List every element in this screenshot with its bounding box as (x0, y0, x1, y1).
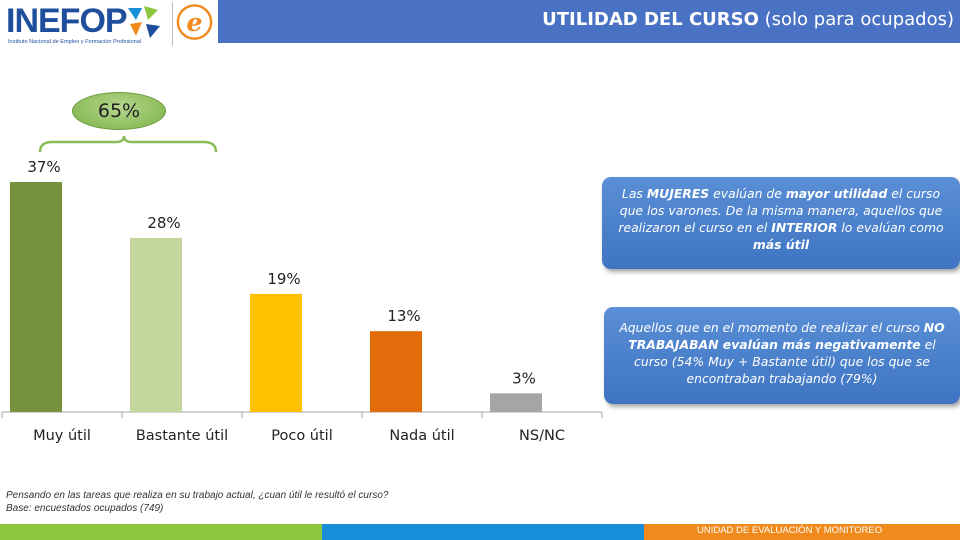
category-label: Poco útil (271, 428, 332, 444)
bar-ns-nc (490, 393, 542, 412)
bar-muy-útil (10, 182, 62, 412)
logo-wordmark: INEFOP (6, 2, 128, 40)
bar-value-label: 13% (387, 307, 420, 325)
header-bar: UTILIDAD DEL CURSO (solo para ocupados) (218, 0, 960, 43)
footer-stripe-orange (644, 524, 960, 540)
logo-flower-icon (128, 6, 160, 38)
callout-women-interior: Las MUJERES evalúan de mayor utilidad el… (602, 177, 960, 269)
footnote: Pensando en las tareas que realiza en su… (6, 489, 388, 515)
logo-subtitle: Instituto Nacional de Empleo y Formación… (8, 39, 142, 45)
bracket-brace (38, 135, 218, 153)
callout-2-text-1: Aquellos que en el momento de realizar e… (619, 320, 924, 335)
category-label: Muy útil (33, 428, 91, 444)
callout-1-text-3: el curso que los varones. De la misma ma… (618, 186, 943, 235)
footer-stripe-green (0, 524, 322, 540)
callout-1-bold-2: mayor utilidad (785, 186, 888, 201)
callout-2-text-2: el curso (54% Muy + Bastante útil) que l… (634, 337, 936, 386)
svg-text:e: e (186, 7, 202, 37)
page-title-rest: (solo para ocupados) (758, 9, 954, 30)
bar-value-label: 37% (27, 158, 60, 176)
callout-2-bold-1: NO TRABAJABAN evalúan más negativamente (628, 320, 945, 352)
bar-bastante-útil (130, 237, 182, 412)
footnote-question: Pensando en las tareas que realiza en su… (6, 490, 389, 501)
e-logo-icon: e (172, 2, 213, 46)
callout-not-working: Aquellos que en el momento de realizar e… (604, 307, 960, 404)
callout-1-bold-4: más útil (752, 237, 810, 252)
bar-poco-útil (250, 293, 302, 412)
footnote-base: Base: encuestados ocupados (749) (6, 503, 164, 514)
footer-stripe-blue (322, 524, 644, 540)
callout-1-text-2: evalúan de (709, 186, 786, 201)
bar-value-label: 19% (267, 270, 300, 288)
callout-1-bold-3: INTERIOR (771, 220, 838, 235)
bar-value-label: 28% (147, 214, 180, 232)
callout-1-bold-1: MUJERES (646, 186, 710, 201)
category-label: NS/NC (519, 428, 565, 444)
bar-value-label: 3% (512, 369, 536, 387)
bar-chart: 37% Muy útil 28% Bastante útil 19% Poco útil 1… (1, 158, 603, 444)
category-label: Bastante útil (136, 428, 228, 444)
callout-1-text-4: lo evalúan como (837, 220, 944, 235)
category-label: Nada útil (389, 428, 454, 444)
footer-label: UNIDAD DE EVALUACIÓN Y MONITOREO (697, 525, 883, 536)
inefop-logo: INEFOP Instituto Nacional de Empleo y Fo… (6, 2, 218, 46)
page-title: UTILIDAD DEL CURSO (solo para ocupados) (542, 9, 954, 30)
bar-nada-útil (370, 331, 422, 412)
page-title-bold: UTILIDAD DEL CURSO (542, 9, 759, 30)
callout-1-text-1: Las (621, 186, 647, 201)
combined-percentage-bubble: 65% (72, 92, 166, 130)
